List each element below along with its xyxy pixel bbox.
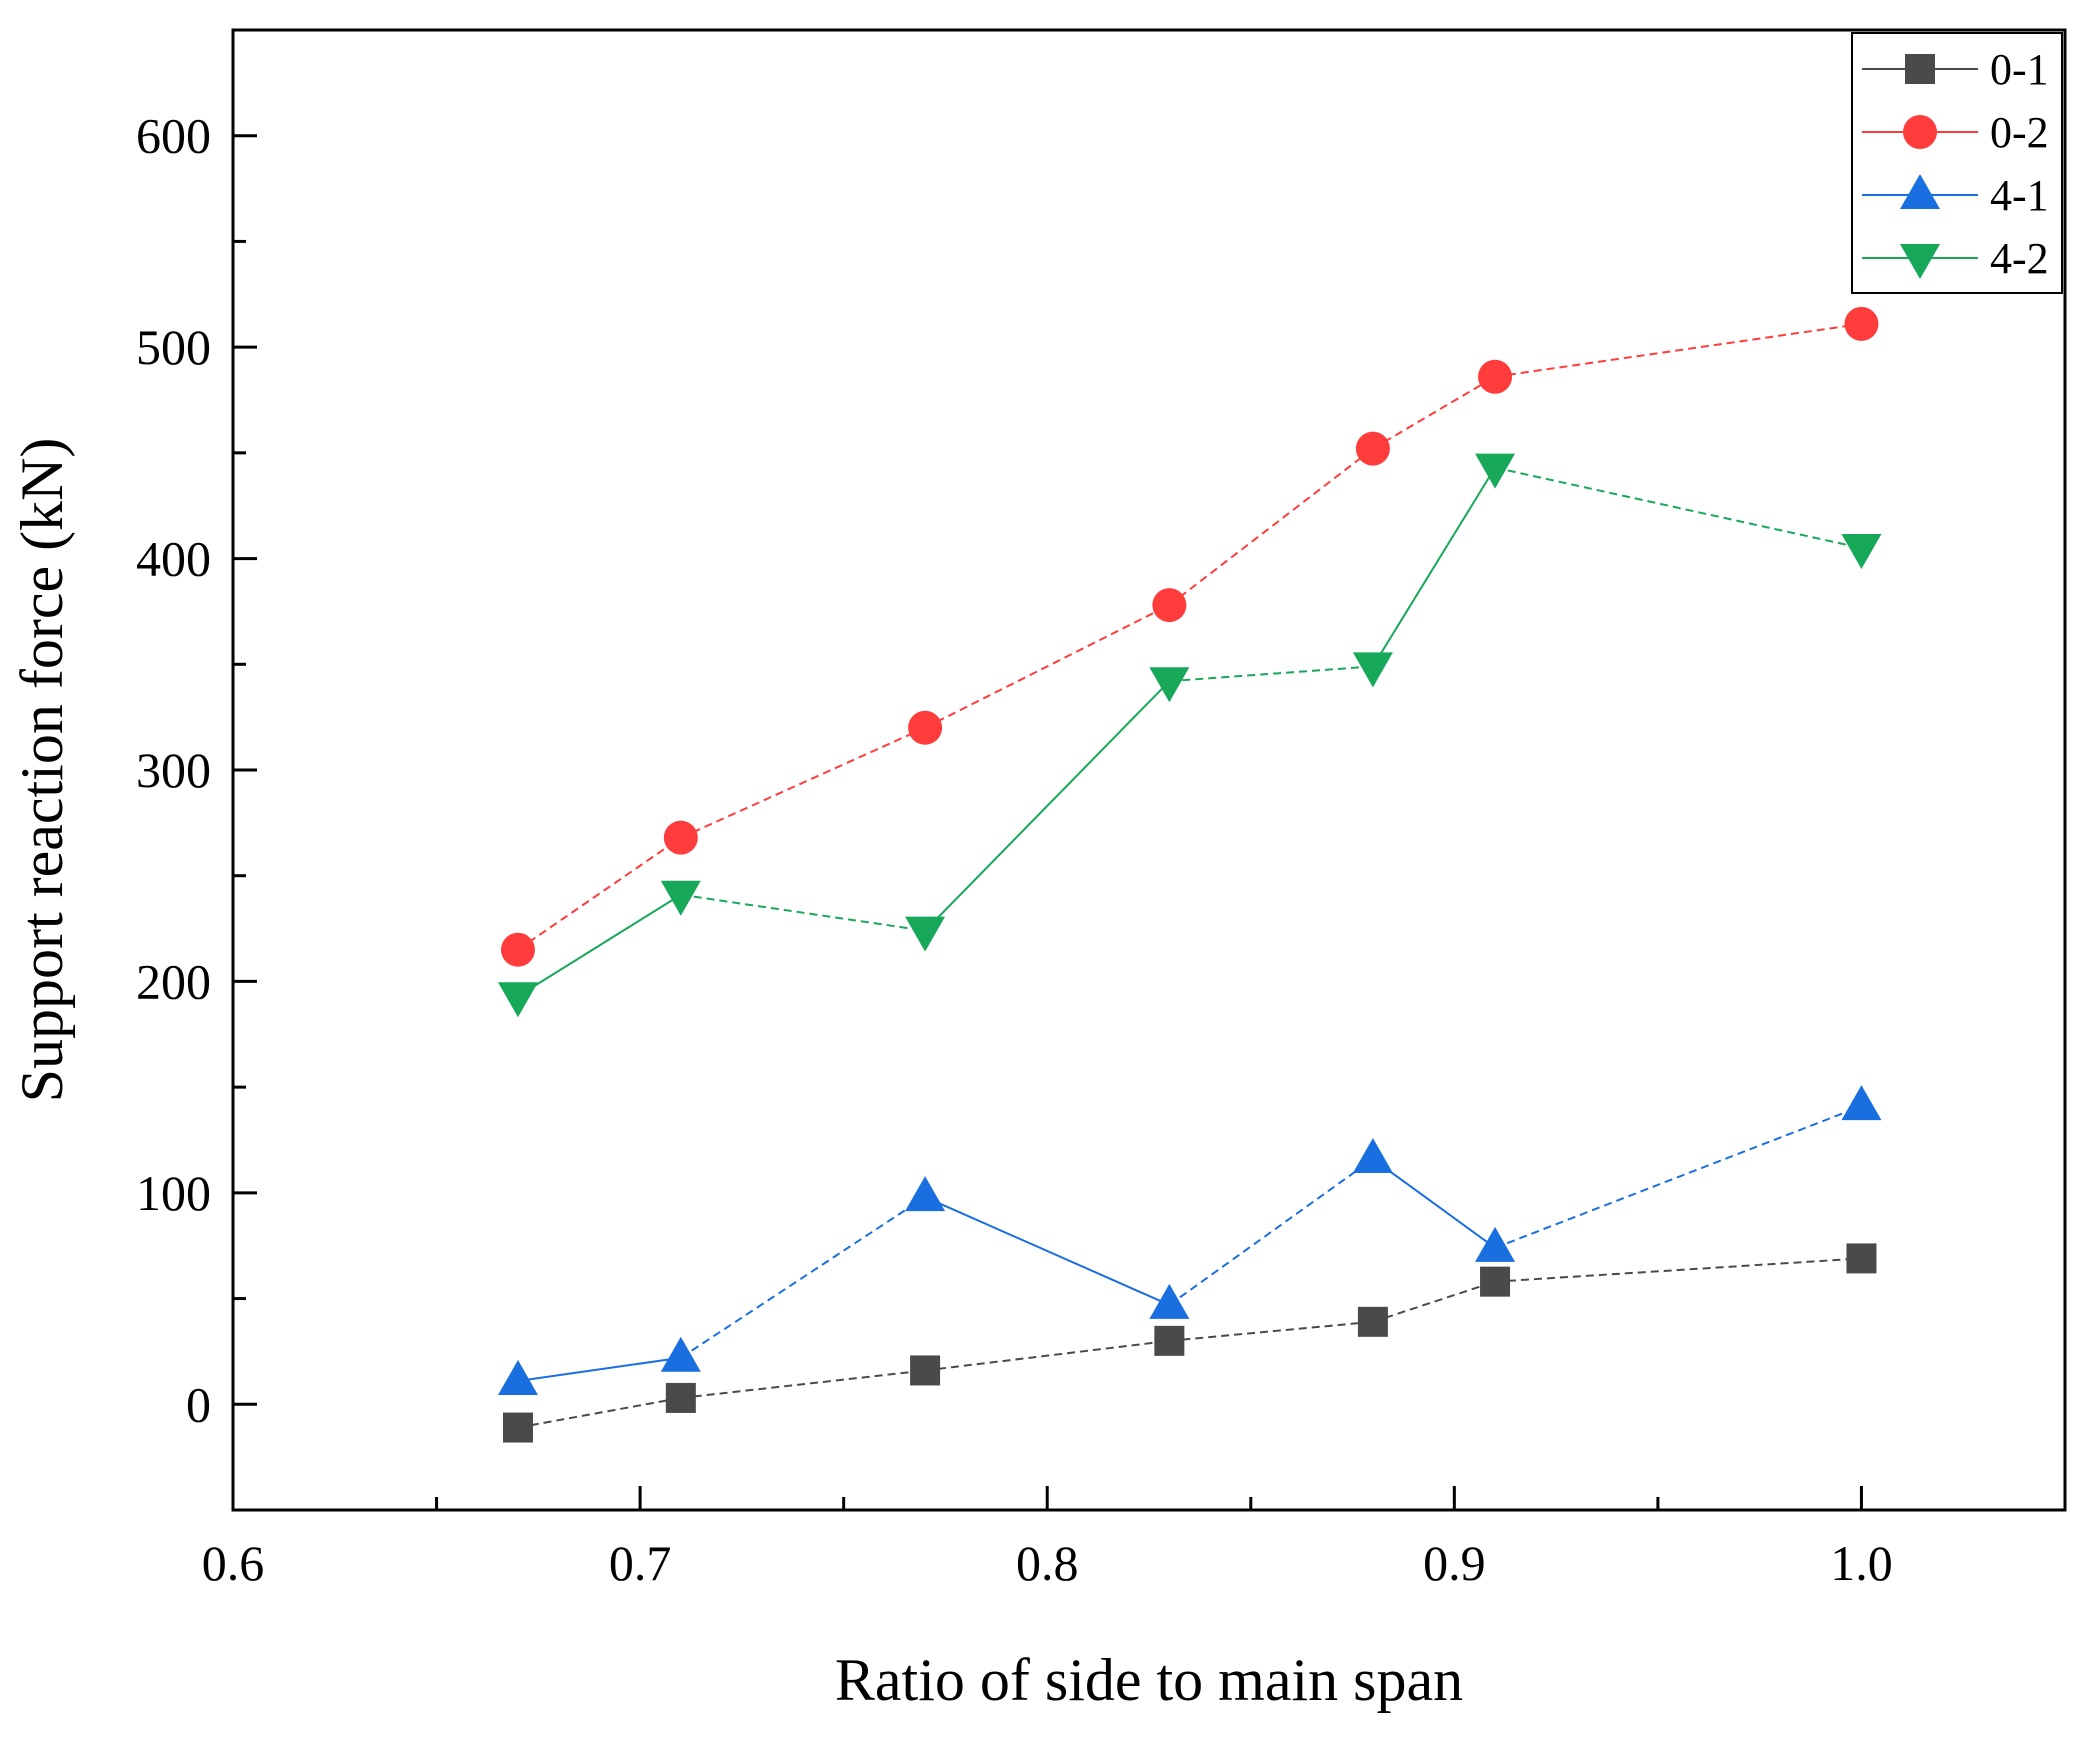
series-0-1-segment — [1372, 1280, 1496, 1323]
legend-label: 4-1 — [1990, 171, 2049, 220]
series-0-2-point — [663, 820, 698, 855]
series-4-2-segment — [1494, 466, 1862, 549]
series-0-2-point — [1355, 431, 1390, 466]
x-tick-label: 0.6 — [202, 1535, 265, 1591]
series-4-1-segment — [1168, 1158, 1374, 1306]
legend-marker-0-2 — [1903, 115, 1937, 149]
plot-frame — [231, 28, 2067, 1512]
series-4-2-segment — [517, 893, 682, 998]
series-0-1-segment — [517, 1396, 682, 1429]
series-4-1-point — [1475, 1226, 1516, 1262]
series-4-2-point — [1149, 667, 1190, 703]
legend-marker-4-1 — [1900, 174, 1940, 209]
series-0-2-point — [908, 710, 943, 745]
series-4-2-segment — [1169, 665, 1373, 683]
series-0-2-point — [1478, 359, 1513, 394]
series-0-2-segment — [1494, 322, 1862, 378]
y-tick-label: 400 — [136, 531, 211, 587]
series-0-2-point — [1152, 588, 1187, 623]
series-0-1-point — [502, 1412, 533, 1443]
series-4-2 — [497, 453, 1882, 1018]
series-4-1-segment — [1372, 1158, 1496, 1249]
series-0-1-point — [1480, 1266, 1511, 1297]
series-4-1-segment — [517, 1356, 681, 1383]
legend-box — [1851, 32, 2063, 294]
series-0-1-point — [910, 1355, 941, 1386]
series-0-1 — [502, 1243, 1877, 1443]
series-0-2-segment — [680, 726, 926, 839]
series-0-2-segment — [517, 836, 682, 951]
series-4-2-point — [1352, 652, 1393, 688]
legend-label: 0-2 — [1990, 108, 2049, 157]
series-4-1-point — [1841, 1085, 1882, 1121]
series-0-1-segment — [924, 1339, 1170, 1372]
series-4-2-point — [497, 982, 538, 1018]
series-0-1-segment — [680, 1369, 926, 1399]
series-0-2-segment — [1168, 447, 1374, 606]
legend-label: 4-2 — [1990, 234, 2049, 283]
legend-label: 0-1 — [1990, 45, 2049, 94]
series-0-1-point — [1154, 1325, 1185, 1356]
legend-marker-0-1 — [1905, 54, 1935, 84]
series-0-2-point — [1844, 306, 1879, 341]
series-4-2-segment — [924, 680, 1171, 932]
series-4-1-segment — [1494, 1105, 1862, 1249]
series-0-1-point — [1357, 1306, 1388, 1337]
x-tick-label: 1.0 — [1830, 1535, 1893, 1591]
series-4-2-segment — [680, 893, 926, 932]
series-4-1 — [497, 1085, 1882, 1396]
series-4-2-point — [1475, 453, 1516, 489]
y-tick-label: 300 — [136, 742, 211, 798]
series-4-1-point — [1352, 1138, 1393, 1174]
series-4-2-point — [905, 916, 946, 952]
x-tick-label: 0.8 — [1016, 1535, 1079, 1591]
y-tick-label: 200 — [136, 953, 211, 1009]
x-axis-ticks: 0.6 0.7 0.8 0.9 1.0 — [202, 1486, 1893, 1591]
series-0-1-segment — [1494, 1257, 1862, 1283]
y-tick-label: 100 — [136, 1165, 211, 1221]
series-0-2-segment — [1372, 375, 1496, 450]
y-axis-ticks: 0 100 200 300 400 500 600 — [136, 108, 257, 1512]
x-axis-title: Ratio of side to main span — [835, 1647, 1463, 1713]
legend-marker-4-2 — [1900, 244, 1940, 279]
series-0-2-point — [500, 932, 535, 967]
x-tick-label: 0.7 — [609, 1535, 672, 1591]
series-4-1-point — [497, 1360, 538, 1396]
series-4-1-point — [905, 1176, 946, 1212]
series-4-2-point — [1841, 534, 1882, 569]
series-0-1-point — [665, 1382, 696, 1413]
series-4-1-point — [1149, 1283, 1190, 1319]
series-0-2-segment — [924, 604, 1170, 729]
legend: 0-1 0-2 4-1 4-2 — [1851, 32, 2063, 294]
series-0-1-segment — [1169, 1320, 1374, 1342]
y-tick-label: 500 — [136, 319, 211, 375]
y-tick-label: 0 — [186, 1376, 211, 1432]
series-4-1-point — [660, 1336, 701, 1372]
y-tick-label: 600 — [136, 108, 211, 164]
series-4-2-segment — [1372, 467, 1496, 667]
series-4-1-segment — [924, 1196, 1170, 1306]
y-axis-title: Support reaction force (kN) — [9, 438, 75, 1103]
series-0-1-point — [1846, 1243, 1877, 1274]
series-4-2-point — [660, 880, 701, 916]
series-layer — [497, 306, 1882, 1443]
series-4-1-segment — [680, 1196, 926, 1359]
x-tick-label: 0.9 — [1423, 1535, 1486, 1591]
series-0-2 — [500, 306, 1879, 967]
